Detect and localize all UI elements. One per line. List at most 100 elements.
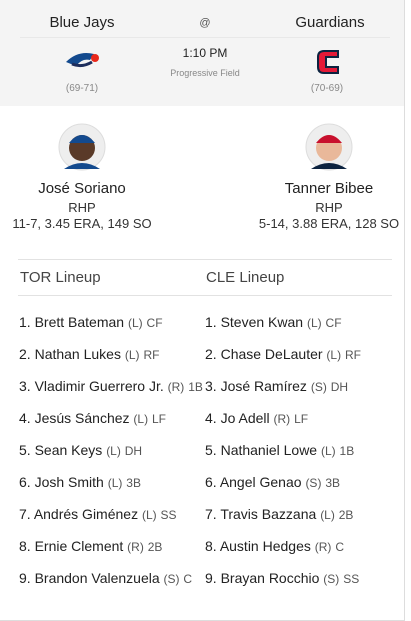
position: CF [325, 316, 342, 330]
batting-order: 5. [205, 442, 217, 458]
batting-order: 8. [19, 538, 31, 554]
position: C [335, 540, 344, 554]
lineup-row: 4. Jo Adell (R) LF [205, 408, 391, 429]
pitcher-stats: 5-14, 3.88 ERA, 128 SO [258, 216, 400, 231]
lineup-title: CLE Lineup [206, 269, 285, 286]
position: DH [124, 444, 143, 458]
player-name: Austin Hedges [219, 538, 311, 554]
bats: (L) [320, 444, 336, 458]
batting-order: 4. [205, 410, 217, 426]
bats: (L) [133, 412, 149, 426]
lineup-row: 3. José Ramírez (S) DH [205, 376, 391, 397]
batting-order: 6. [19, 474, 31, 490]
position: CF [146, 316, 163, 330]
player-name: Steven Kwan [220, 314, 304, 330]
lineup-row: 8. Ernie Clement (R) 2B [19, 536, 205, 557]
batting-order: 7. [205, 506, 217, 522]
bats: (R) [273, 412, 291, 426]
away-team: Blue Jays [49, 14, 115, 31]
batting-order: 3. [19, 378, 31, 394]
position: 1B [188, 380, 203, 394]
player-name: Jesús Sánchez [34, 410, 130, 426]
home-logo [317, 50, 339, 74]
divider [20, 37, 390, 38]
player-name: Angel Genao [219, 474, 302, 490]
player-name: Chase DeLauter [220, 346, 323, 362]
venue: Progressive Field [170, 68, 240, 78]
bats: (S) [310, 380, 327, 394]
lineup-row: 2. Chase DeLauter (L) RF [205, 344, 391, 365]
bats: (S) [323, 572, 340, 586]
position: RF [344, 348, 361, 362]
home-team: Guardians [295, 14, 365, 31]
batting-order: 4. [19, 410, 31, 426]
bats: (S) [163, 572, 180, 586]
lineup-list: 1. Brett Bateman (L) CF 2. Nathan Lukes (… [19, 312, 205, 600]
bats: (L) [141, 508, 157, 522]
batting-order: 8. [205, 538, 217, 554]
player-name: José Ramírez [220, 378, 307, 394]
home-record: (70-69) [310, 83, 344, 94]
at-sign: @ [199, 17, 211, 29]
position: SS [160, 508, 177, 522]
pitcher-name: José Soriano [38, 180, 126, 197]
player-name: Brandon Valenzuela [34, 570, 160, 586]
position: RF [143, 348, 160, 362]
lineup-title: TOR Lineup [20, 269, 101, 286]
away-logo [66, 53, 99, 68]
bats: (L) [124, 348, 140, 362]
lineup-list: 1. Steven Kwan (L) CF 2. Chase DeLauter (… [205, 312, 391, 600]
pitcher-throws: RHP [315, 200, 343, 215]
lineup-row: 4. Jesús Sánchez (L) LF [19, 408, 205, 429]
position: 1B [339, 444, 355, 458]
player-name: Ernie Clement [34, 538, 124, 554]
game-time: 1:10 PM [182, 46, 228, 60]
position: LF [294, 412, 309, 426]
bats: (L) [320, 508, 335, 522]
bats: (L) [326, 348, 342, 362]
bats: (R) [167, 380, 185, 394]
bats: (R) [127, 540, 144, 554]
batting-order: 7. [19, 506, 31, 522]
lineup-row: 6. Angel Genao (S) 3B [205, 472, 391, 493]
batting-order: 1. [19, 314, 31, 330]
bats: (L) [306, 316, 322, 330]
pitcher-stats: 11-7, 3.45 ERA, 149 SO [12, 216, 152, 231]
bats: (R) [314, 540, 332, 554]
lineup-row: 1. Brett Bateman (L) CF [19, 312, 205, 333]
batting-order: 2. [19, 346, 31, 362]
bats: (L) [107, 476, 123, 490]
bats: (L) [127, 316, 143, 330]
lineup-row: 7. Travis Bazzana (L) 2B [205, 504, 391, 525]
player-name: Josh Smith [34, 474, 104, 490]
lineup-row: 8. Austin Hedges (R) C [205, 536, 391, 557]
player-name: Andrés Giménez [33, 506, 139, 522]
lineup-row: 9. Brandon Valenzuela (S) C [19, 568, 205, 589]
batting-order: 9. [205, 570, 217, 586]
lineup-row: 7. Andrés Giménez (L) SS [19, 504, 205, 525]
position: 3B [325, 476, 341, 490]
position: SS [343, 572, 360, 586]
lineup-row: 9. Brayan Rocchio (S) SS [205, 568, 391, 589]
lineup-row: 3. Vladimir Guerrero Jr. (R) 1B [19, 376, 205, 397]
batting-order: 1. [205, 314, 217, 330]
position: DH [330, 380, 349, 394]
divider [18, 259, 392, 260]
pitcher-throws: RHP [68, 200, 96, 215]
batting-order: 9. [19, 570, 31, 586]
lineup-row: 1. Steven Kwan (L) CF [205, 312, 391, 333]
divider [18, 295, 392, 296]
position: 2B [147, 540, 163, 554]
batting-order: 2. [205, 346, 217, 362]
player-name: Nathaniel Lowe [220, 442, 318, 458]
lineup-row: 5. Nathaniel Lowe (L) 1B [205, 440, 391, 461]
position: 3B [126, 476, 141, 490]
player-name: Jo Adell [220, 410, 270, 426]
batting-order: 5. [19, 442, 31, 458]
lineup-row: 6. Josh Smith (L) 3B [19, 472, 205, 493]
player-name: Vladimir Guerrero Jr. [34, 378, 164, 394]
pitcher-photo [305, 123, 353, 171]
player-name: Brett Bateman [34, 314, 125, 330]
pitcher-photo [58, 123, 106, 171]
